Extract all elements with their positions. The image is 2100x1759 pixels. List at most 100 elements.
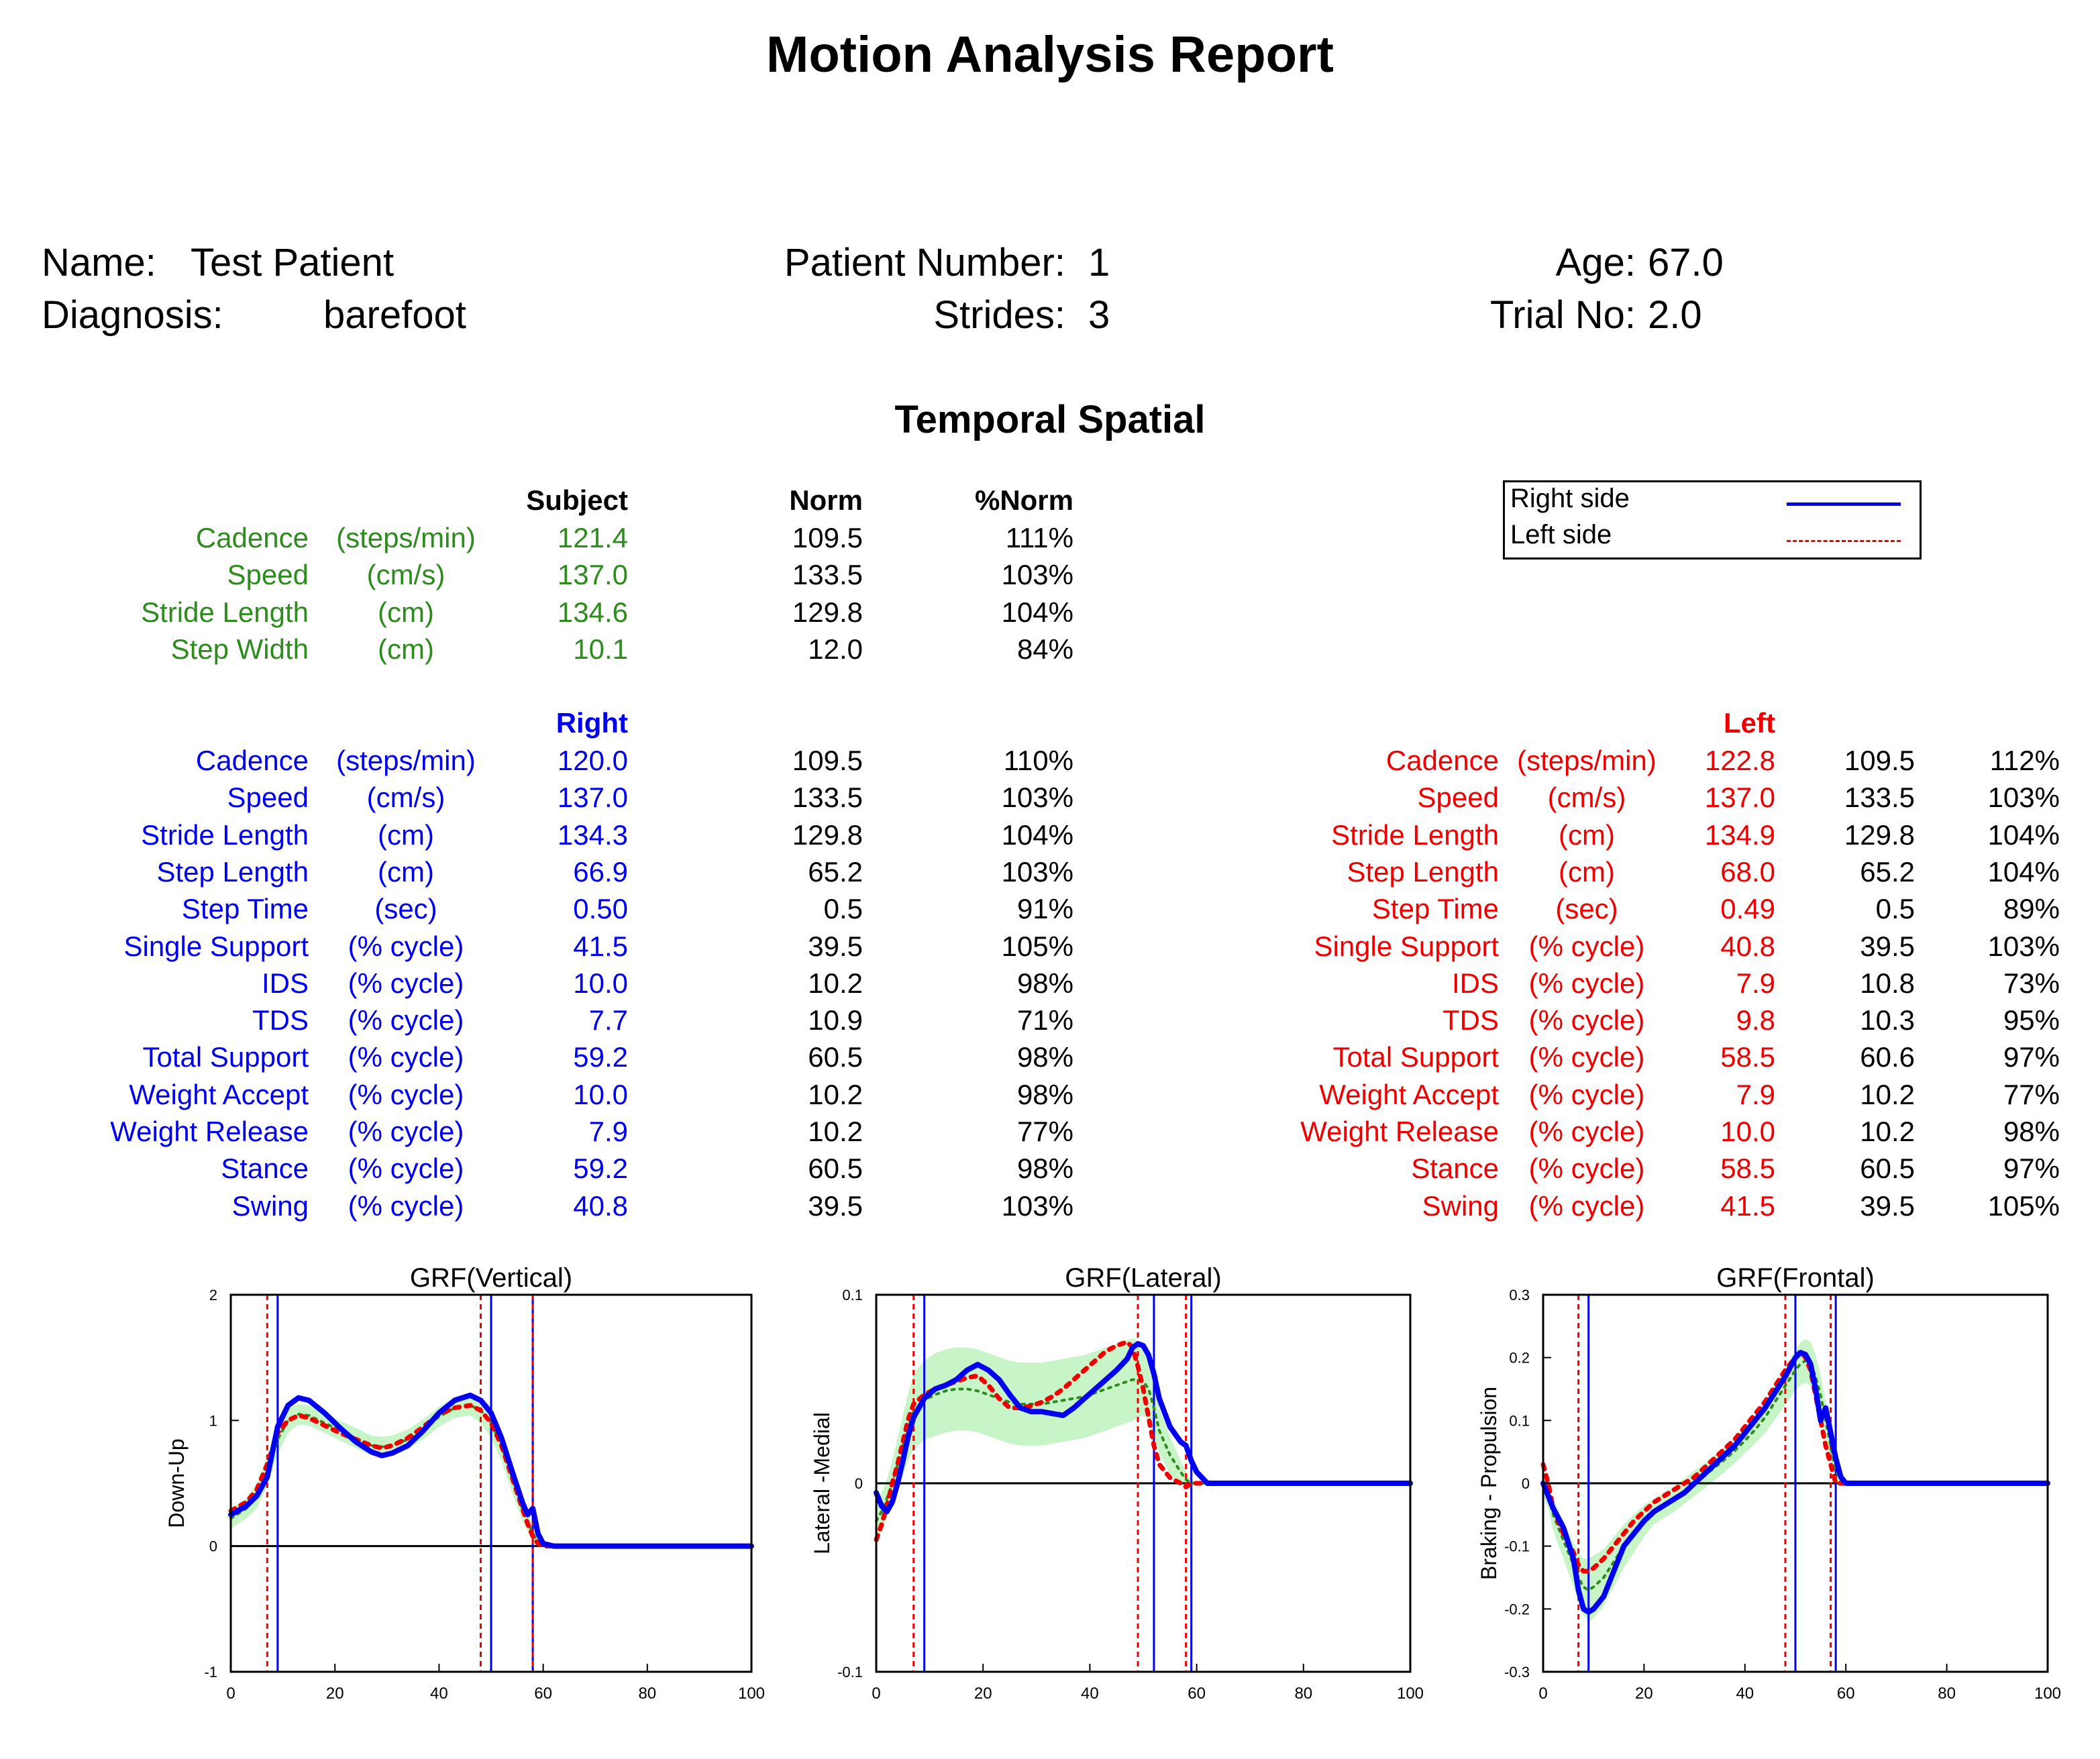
left-row-value: 10.0 [1720, 1116, 1775, 1147]
left-row-label: Cadence [1385, 745, 1499, 776]
right-row-norm: 109.5 [792, 745, 863, 776]
legend-right-label: Right side [1510, 484, 1630, 513]
subject-label: Stride Length [141, 596, 309, 628]
left-row-unit: (sec) [1555, 893, 1618, 925]
patient-number: 1 [1088, 241, 1110, 284]
chart-title: GRF(Frontal) [1716, 1263, 1875, 1293]
right-row-norm: 10.2 [808, 1078, 863, 1110]
chart-ylabel: Braking - Propulsion [1477, 1387, 1501, 1580]
left-row-pct: 98% [2003, 1116, 2060, 1147]
right-row-label: Stance [221, 1153, 309, 1185]
plot-frame [229, 1293, 753, 1673]
x-tick-label: 80 [1938, 1685, 1956, 1703]
left-row-norm: 0.5 [1875, 893, 1915, 925]
left-row-pct: 105% [1987, 1189, 2060, 1222]
y-tick-label: 2 [209, 1287, 217, 1303]
left-row-pct: 104% [1987, 855, 2060, 888]
y-tick-label: 0 [855, 1475, 863, 1492]
right-row-norm: 60.5 [808, 1153, 863, 1185]
right-row-norm: 0.5 [823, 893, 863, 925]
left-row-value: 134.9 [1704, 818, 1775, 851]
right-row-label: IDS [261, 967, 309, 999]
chart-lateral: GRF(Lateral) Lateral -Medial 0 20 40 60 80 100 -… [810, 1263, 1424, 1703]
x-tick-label: 80 [638, 1685, 656, 1703]
left-row-norm: 60.6 [1860, 1041, 1915, 1073]
trial-label: Trial No: [1490, 293, 1636, 337]
left-row-label: Stance [1411, 1153, 1499, 1185]
right-row-value: 7.9 [588, 1116, 628, 1147]
left-row-norm: 109.5 [1844, 745, 1915, 776]
right-row-unit: (steps/min) [336, 745, 476, 776]
x-tick-label: 100 [2034, 1685, 2061, 1703]
left-row-pct: 103% [1987, 930, 2060, 962]
right-row-norm: 65.2 [808, 855, 863, 888]
right-row-unit: (% cycle) [348, 967, 464, 999]
left-row-norm: 39.5 [1860, 930, 1915, 962]
right-row-label: Total Support [142, 1041, 309, 1073]
strides-value: 3 [1088, 293, 1110, 337]
diagnosis-value: barefoot [323, 293, 466, 337]
left-row-unit: (% cycle) [1528, 1189, 1645, 1222]
right-row-norm: 10.9 [808, 1004, 863, 1036]
right-row-label: Swing [231, 1189, 309, 1222]
right-row-pct: 104% [1001, 818, 1073, 851]
subject-pct: 103% [1001, 559, 1073, 591]
right-row-label: TDS [252, 1004, 309, 1036]
right-row-label: Stride Length [141, 818, 309, 851]
left-row-value: 58.5 [1720, 1041, 1775, 1073]
subject-norm: 109.5 [792, 522, 863, 553]
right-row-value: 59.2 [573, 1041, 628, 1073]
subject-pct: 104% [1001, 596, 1073, 628]
x-tick-label: 40 [1736, 1685, 1754, 1703]
left-row-pct: 104% [1987, 818, 2060, 851]
left-row-pct: 89% [2003, 893, 2060, 925]
right-row-unit: (% cycle) [348, 1078, 464, 1110]
chart-ylabel: Lateral -Medial [810, 1412, 834, 1554]
right-row-unit: (% cycle) [348, 1041, 464, 1073]
left-row-pct: 97% [2003, 1153, 2060, 1185]
right-row-pct: 77% [1016, 1116, 1073, 1147]
chart-ylabel: Down-Up [164, 1438, 189, 1528]
left-row-unit: (% cycle) [1528, 1041, 1645, 1073]
y-tick-label: -0.1 [1504, 1538, 1530, 1555]
right-row-pct: 103% [1001, 855, 1073, 888]
right-row-unit: (cm) [378, 855, 434, 888]
right-row-norm: 39.5 [808, 1189, 863, 1222]
legend: Right side Left side [1503, 480, 1922, 559]
x-tick-label: 100 [1397, 1685, 1424, 1703]
right-row-label: Cadence [195, 745, 309, 776]
chart-title: GRF(Vertical) [410, 1263, 572, 1293]
right-row-pct: 110% [1003, 745, 1073, 776]
y-tick-label: -0.3 [1504, 1664, 1530, 1681]
left-row-label: Speed [1417, 782, 1499, 814]
left-row-value: 41.5 [1720, 1189, 1775, 1222]
right-row-unit: (% cycle) [348, 1153, 464, 1185]
left-row-value: 58.5 [1720, 1153, 1775, 1185]
right-row-pct: 98% [1016, 967, 1073, 999]
right-row-unit: (cm/s) [366, 782, 445, 814]
left-row-value: 0.49 [1720, 893, 1775, 925]
left-row-label: Weight Release [1300, 1116, 1499, 1147]
left-row-value: 9.8 [1736, 1004, 1775, 1036]
y-tick-label: 0 [1522, 1475, 1530, 1492]
left-row-unit: (% cycle) [1528, 930, 1645, 962]
right-row-label: Weight Release [110, 1116, 309, 1147]
right-row-pct: 103% [1001, 782, 1073, 814]
right-row-value: 10.0 [573, 1078, 628, 1110]
diagnosis-label: Diagnosis: [42, 293, 223, 337]
x-tick-label: 60 [1837, 1685, 1855, 1703]
right-row-pct: 103% [1001, 1189, 1073, 1222]
trial-value: 2.0 [1648, 293, 1702, 337]
x-tick-label: 60 [1188, 1685, 1206, 1703]
left-row-label: Weight Accept [1319, 1078, 1499, 1110]
subject-unit: (cm) [378, 596, 434, 628]
left-row-norm: 129.8 [1844, 818, 1915, 851]
right-row-norm: 133.5 [792, 782, 863, 814]
left-row-label: Step Length [1347, 855, 1499, 888]
left-row-norm: 133.5 [1844, 782, 1915, 814]
subject-value: 137.0 [557, 559, 628, 591]
right-row-label: Weight Accept [129, 1078, 309, 1110]
patient-name: Test Patient [191, 241, 395, 284]
left-row-unit: (% cycle) [1528, 1078, 1645, 1110]
right-row-value: 40.8 [573, 1189, 628, 1222]
